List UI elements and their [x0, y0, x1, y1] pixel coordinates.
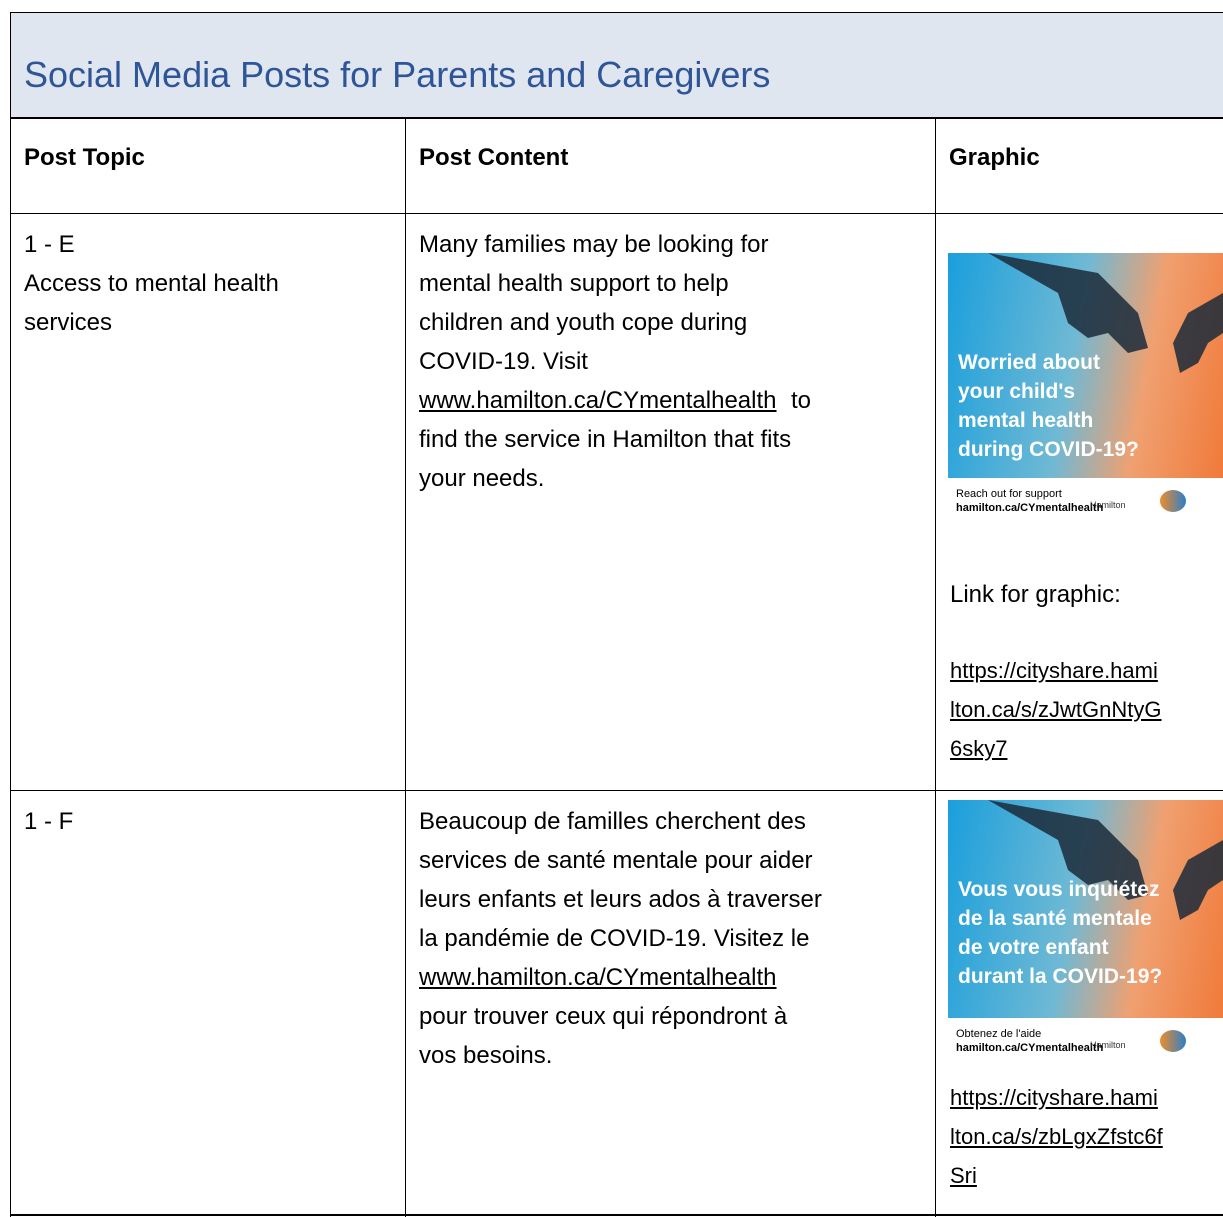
graphic-logo: Hamilton: [1090, 1040, 1126, 1050]
table-cell: [405, 118, 936, 214]
graphic-link[interactable]: https://cityshare.hami: [950, 1085, 1158, 1110]
table-cell: [935, 790, 1223, 1217]
title: Social Media Posts for Parents and Careg…: [24, 54, 771, 95]
table-border: [10, 1214, 1223, 1216]
column-header: Graphic: [949, 144, 1040, 171]
table-cell: [405, 213, 936, 791]
content-link[interactable]: www.hamilton.ca/CYmentalhealth: [419, 387, 777, 414]
graphic-headline: durant la COVID-19?: [958, 965, 1163, 988]
graphic-link[interactable]: Sri: [950, 1163, 977, 1188]
hand-silhouette: [988, 253, 1223, 373]
table-cell: [935, 118, 1223, 214]
graphic-footer: Obtenez de l'aide: [956, 1028, 1042, 1040]
graphic-image: [948, 253, 1223, 478]
graphic-link[interactable]: 6sky7: [950, 736, 1008, 761]
content-text: la pandémie de COVID-19. Visitez le: [419, 925, 810, 952]
graphic-link-label: Link for graphic:: [950, 581, 1121, 608]
graphic-link[interactable]: lton.ca/s/zbLgxZfstc6f: [950, 1124, 1163, 1149]
content-text: services de santé mentale pour aider: [419, 847, 813, 874]
graphic-link[interactable]: https://cityshare.hami: [950, 658, 1158, 683]
content-text: your needs.: [419, 465, 545, 492]
table-cell: [10, 118, 406, 214]
graphic-headline: mental health: [958, 409, 1094, 432]
content-text: Many families may be looking for: [419, 231, 769, 258]
topic-text: Access to mental health: [24, 270, 279, 297]
graphic-headline: Worried about: [958, 351, 1100, 374]
content-text: Beaucoup de familles cherchent des: [419, 808, 806, 835]
content-text: children and youth cope during: [419, 309, 748, 336]
table-cell: [935, 213, 1223, 791]
graphic-logo: Hamilton: [1090, 500, 1126, 510]
graphic-logo-mark: [1160, 490, 1186, 512]
graphic-headline: your child's: [958, 380, 1076, 403]
topic-text: 1 - F: [24, 808, 74, 835]
graphic-logo-mark: [1160, 1030, 1186, 1052]
content-text: pour trouver ceux qui répondront à: [419, 1003, 788, 1030]
graphic-link[interactable]: lton.ca/s/zJwtGnNtyG: [950, 697, 1162, 722]
graphic-footer: Reach out for support: [956, 488, 1062, 500]
content-text: vos besoins.: [419, 1042, 553, 1069]
table-cell: [10, 790, 406, 1217]
graphic-headline: de la santé mentale: [958, 907, 1152, 930]
header-band: [10, 12, 1223, 118]
graphic-headline: Vous vous inquiétez: [958, 878, 1160, 901]
column-header: Post Topic: [24, 144, 145, 171]
content-text: to: [791, 387, 812, 414]
content-link[interactable]: www.hamilton.ca/CYmentalhealth: [419, 964, 777, 991]
column-header: Post Content: [419, 144, 569, 171]
graphic-image: [948, 800, 1223, 1018]
graphic-headline: during COVID-19?: [958, 438, 1139, 461]
table-cell: [10, 213, 406, 791]
graphic-footer-url: hamilton.ca/CYmentalhealth: [956, 502, 1104, 514]
table-cell: [405, 790, 936, 1217]
content-text: find the service in Hamilton that fits: [419, 426, 792, 453]
content-text: COVID-19. Visit: [419, 348, 588, 375]
graphic-footer-url: hamilton.ca/CYmentalhealth: [956, 1042, 1104, 1054]
hand-silhouette: [988, 800, 1223, 920]
topic-text: services: [24, 309, 113, 336]
content-text: mental health support to help: [419, 270, 729, 297]
content-text: leurs enfants et leurs ados à traverser: [419, 886, 822, 913]
graphic-headline: de votre enfant: [958, 936, 1109, 959]
topic-text: 1 - E: [24, 231, 75, 258]
